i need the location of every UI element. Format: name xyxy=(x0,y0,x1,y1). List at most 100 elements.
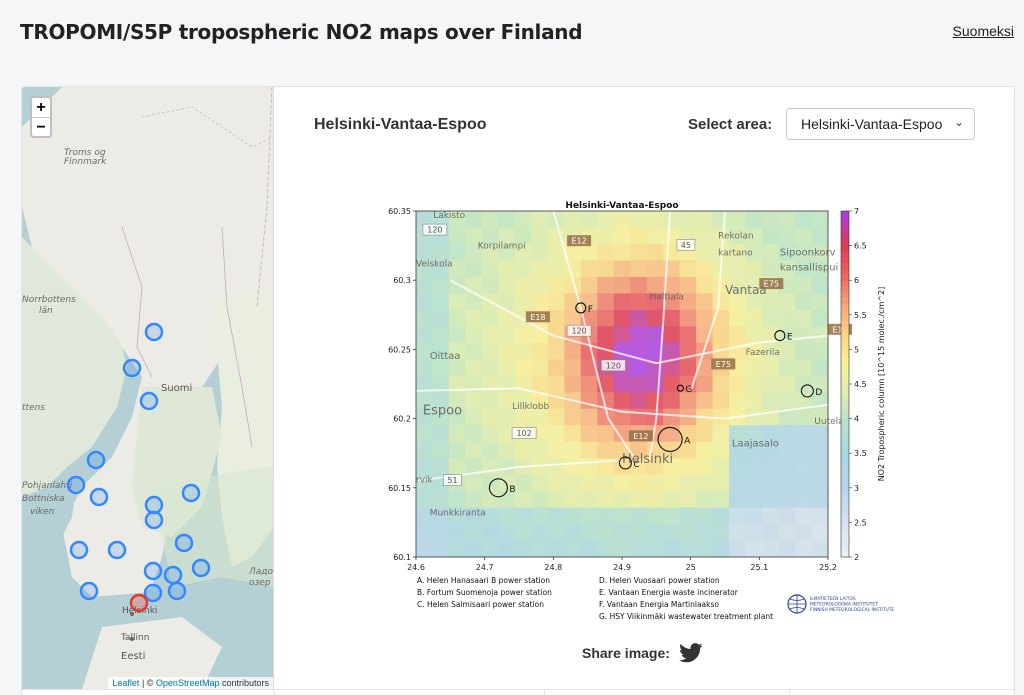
heatmap-cell xyxy=(696,540,714,558)
station-marker[interactable] xyxy=(144,510,164,530)
heatmap-cell xyxy=(448,507,466,525)
heatmap-cell xyxy=(416,507,433,525)
station-marker[interactable] xyxy=(79,581,99,601)
heatmap-cell xyxy=(679,491,697,508)
heatmap-cell xyxy=(564,211,582,228)
heatmap-cell xyxy=(564,276,582,294)
heatmap-cell xyxy=(679,359,697,377)
osm-link[interactable]: OpenStreetMap xyxy=(155,678,220,688)
heatmap-cell xyxy=(465,260,483,278)
heatmap-cell xyxy=(679,524,697,541)
heatmap-cell xyxy=(498,507,516,525)
heatmap-cell xyxy=(663,524,681,541)
heatmap-cell xyxy=(564,458,582,476)
heatmap-cell xyxy=(663,458,681,476)
area-select[interactable]: Helsinki-Vantaa-Espoo ⌄ xyxy=(786,108,975,140)
map-label-ladoga: Ладо xyxy=(248,567,274,577)
heatmap-cell xyxy=(811,260,829,278)
heatmap-cell xyxy=(795,441,812,459)
map-panel[interactable]: Troms og Finnmark Norrbottens län ttens … xyxy=(22,87,274,689)
heatmap-cell xyxy=(745,243,763,261)
station-marker[interactable] xyxy=(122,358,142,378)
station-marker[interactable] xyxy=(181,483,201,503)
heatmap-cell xyxy=(762,260,779,278)
station-marker[interactable] xyxy=(66,475,86,495)
heatmap-cell xyxy=(745,293,763,311)
heatmap-cell xyxy=(762,375,779,393)
station-marker[interactable] xyxy=(143,561,163,581)
station-marker[interactable] xyxy=(174,533,194,553)
heatmap-cell xyxy=(795,524,812,541)
heatmap-cell xyxy=(778,458,796,476)
language-switch-link[interactable]: Suomeksi xyxy=(952,23,1014,39)
heatmap-cell xyxy=(712,458,730,476)
station-marker[interactable] xyxy=(89,487,109,507)
station-marker[interactable] xyxy=(86,450,106,470)
basemap-label: Fazerila xyxy=(746,348,780,358)
heatmap-cell xyxy=(712,540,730,558)
heatmap-cell xyxy=(762,540,779,558)
station-marker[interactable] xyxy=(167,581,187,601)
chevron-down-icon: ⌄ xyxy=(953,115,964,129)
basemap-label: Velskola xyxy=(416,259,453,269)
heatmap-cell xyxy=(745,474,763,492)
base-map[interactable]: Troms og Finnmark Norrbottens län ttens … xyxy=(22,87,274,689)
heatmap-cell xyxy=(432,276,450,294)
source-label: A xyxy=(684,436,691,446)
heatmap-cell xyxy=(663,507,681,525)
heatmap-cell xyxy=(811,441,829,459)
heatmap-cell xyxy=(712,211,730,228)
heatmap-cell xyxy=(795,375,812,393)
heatmap-cell xyxy=(416,359,433,377)
heatmap-cell xyxy=(580,540,598,558)
heatmap-cell xyxy=(679,540,697,558)
road-shields: 120 E12 45 E75 E18 120 120 E75 E18 102 E12 51 xyxy=(422,223,852,486)
twitter-icon[interactable] xyxy=(679,642,703,664)
heatmap-cell xyxy=(564,441,582,459)
heatmap-cell xyxy=(630,342,648,360)
heatmap-cell xyxy=(729,326,746,344)
basemap-label: kartano xyxy=(718,248,753,258)
station-marker[interactable] xyxy=(191,558,211,578)
station-marker[interactable] xyxy=(144,495,164,515)
heatmap-cell xyxy=(762,474,779,492)
heatmap-cell xyxy=(465,227,483,245)
station-marker[interactable] xyxy=(163,565,183,585)
heatmap-cell xyxy=(481,227,499,245)
heatmap-cell xyxy=(580,375,598,393)
x-tick-label: 24.8 xyxy=(544,563,562,572)
heatmap-cell xyxy=(514,491,532,508)
heatmap-cell xyxy=(630,408,648,426)
heatmap-cell xyxy=(547,260,565,278)
heatmap-cell xyxy=(481,359,499,377)
station-marker[interactable] xyxy=(69,540,89,560)
heatmap-cell xyxy=(696,458,714,476)
leaflet-link[interactable]: Leaflet xyxy=(112,678,140,688)
y-tick-label: 60.1 xyxy=(393,553,411,562)
heatmap-cell xyxy=(465,309,483,327)
fmi-logo-text: FINNISH METEOROLOGICAL INSTITUTE xyxy=(810,607,894,613)
heatmap-cell xyxy=(729,243,746,261)
heatmap-cell xyxy=(762,293,779,311)
heatmap-cell xyxy=(663,491,681,508)
station-marker[interactable] xyxy=(139,391,159,411)
zoom-in-button[interactable]: + xyxy=(36,99,46,116)
station-marker[interactable] xyxy=(144,322,164,342)
zoom-out-button[interactable]: − xyxy=(32,117,50,136)
heatmap-cell xyxy=(465,293,483,311)
heatmap-cell xyxy=(498,260,516,278)
station-marker[interactable] xyxy=(107,540,127,560)
colorbar-segment xyxy=(841,234,849,241)
heatmap-cell xyxy=(432,260,450,278)
colorbar-segment xyxy=(841,222,849,229)
station-marker-selected[interactable] xyxy=(129,593,149,613)
colorbar-tick-label: 4 xyxy=(854,415,859,424)
heatmap-cell xyxy=(646,474,664,492)
heatmap-cell xyxy=(646,524,664,541)
colorbar-segment xyxy=(841,493,849,500)
heatmap-cell xyxy=(663,359,681,377)
colorbar-tick-label: 2 xyxy=(854,553,859,562)
station-marker[interactable] xyxy=(143,583,163,603)
heatmap-cell xyxy=(547,408,565,426)
heatmap-cell xyxy=(646,458,664,476)
